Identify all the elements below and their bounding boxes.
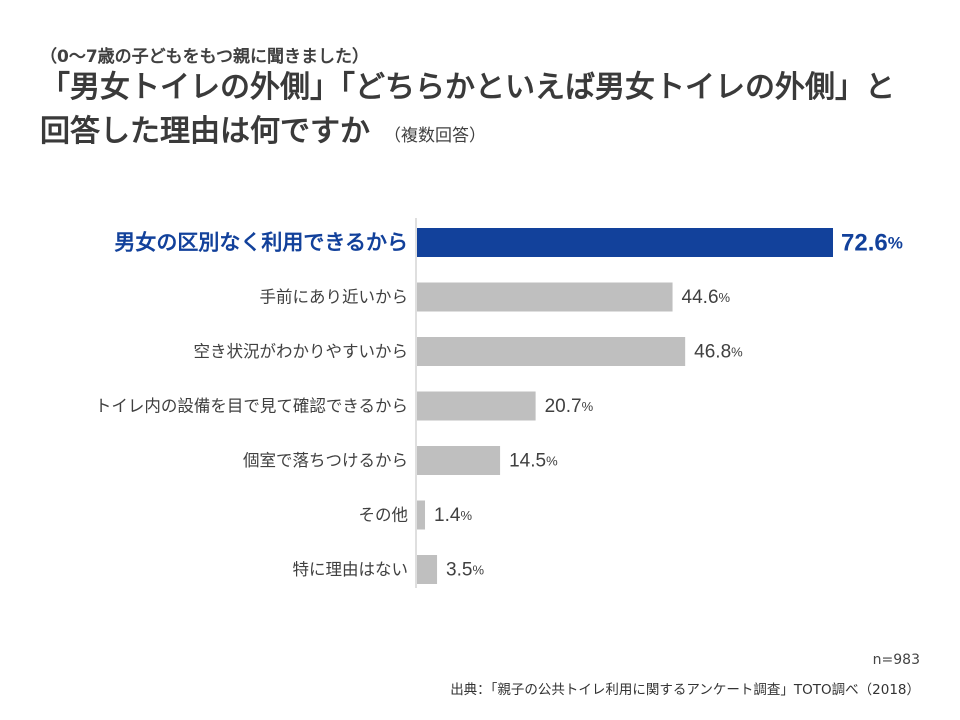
value-label: 3.5% xyxy=(446,559,484,580)
chart-title-line-1: 「男女トイレの外側」「どちらかといえば男女トイレの外側」と xyxy=(40,70,895,105)
value-label: 46.8% xyxy=(694,341,743,362)
chart-title-line-2: 回答した理由は何ですか （複数回答） xyxy=(40,110,940,158)
chart-title-line-2-text: 回答した理由は何ですか xyxy=(40,114,370,149)
category-label: 空き状況がわかりやすいから xyxy=(194,342,409,361)
category-label: トイレ内の設備を目で見て確認できるから xyxy=(95,397,408,416)
category-label: 手前にあり近いから xyxy=(260,288,409,307)
bar xyxy=(417,228,833,257)
value-label: 14.5% xyxy=(509,450,558,471)
category-label: 特に理由はない xyxy=(293,560,409,579)
sample-size-note: n=983 xyxy=(872,652,920,668)
bar xyxy=(417,337,686,366)
source-note: 出典：「親子の公共トイレ利用に関するアンケート調査」TOTO調べ（2018） xyxy=(450,682,920,698)
value-label: 20.7% xyxy=(545,396,594,417)
category-label: 男女の区別なく利用できるから xyxy=(114,231,408,255)
chart-title-note: （複数回答） xyxy=(384,126,486,146)
bar xyxy=(417,391,536,421)
bar xyxy=(417,555,438,584)
bar xyxy=(417,446,501,475)
chart-pretitle: （0〜7歳の子どもをもつ親に聞きました） xyxy=(40,47,369,67)
category-label: 個室で落ちつけるから xyxy=(243,451,408,470)
chart-title: 「男女トイレの外側」「どちらかといえば男女トイレの外側」と 回答した理由は何です… xyxy=(40,66,940,158)
bar xyxy=(417,282,673,312)
value-label: 72.6% xyxy=(841,229,903,256)
category-label: その他 xyxy=(359,506,409,525)
value-label: 44.6% xyxy=(682,287,731,308)
value-label: 1.4% xyxy=(434,505,472,526)
bar xyxy=(417,500,426,530)
